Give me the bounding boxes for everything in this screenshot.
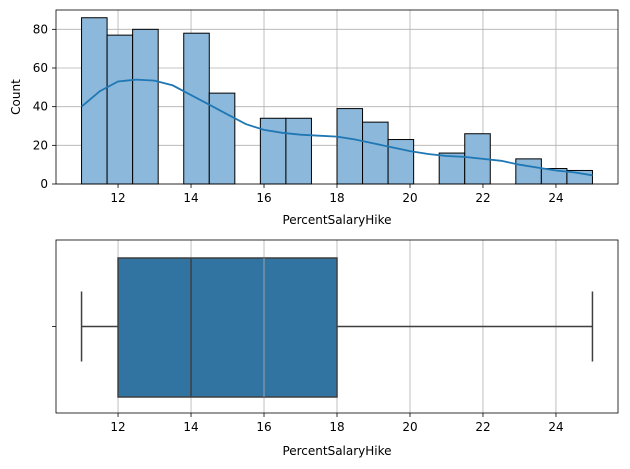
histogram-x-tick-label: 22 (475, 191, 490, 205)
boxplot-x-tick-label: 24 (548, 420, 563, 434)
boxplot-box (117, 257, 338, 398)
histogram-x-tick-label: 16 (256, 191, 271, 205)
histogram-bar (336, 108, 364, 185)
histogram-bars (81, 17, 593, 185)
histogram-bar (183, 32, 210, 185)
histogram-bar (132, 28, 159, 185)
histogram-y-tick-label: 0 (40, 177, 48, 191)
boxplot-x-tick-label: 18 (329, 420, 344, 434)
histogram-y-tick-label: 80 (33, 22, 48, 36)
histogram-x-tick-label: 14 (183, 191, 198, 205)
histogram-y-tick-label: 20 (33, 138, 48, 152)
boxplot-panel: 12 14 16 18 20 22 24 PercentSalaryHike (52, 239, 619, 458)
histogram-y-axis-label: Count (9, 79, 23, 115)
kde-line (80, 78, 593, 177)
boxplot-x-tick-label: 14 (183, 420, 198, 434)
histogram-panel: 12 14 16 18 20 22 24 0 20 40 60 80 PercentSalaryHi… (9, 9, 619, 227)
histogram-bar (81, 17, 108, 185)
histogram-bar (387, 139, 415, 185)
histogram-bar (515, 158, 542, 185)
histogram-x-tick-label: 12 (110, 191, 125, 205)
histogram-bar (259, 117, 287, 185)
histogram-bar (438, 152, 466, 185)
boxplot-x-tick-label: 20 (402, 420, 417, 434)
boxplot-x-tick-label: 12 (110, 420, 125, 434)
histogram-x-axis-label: PercentSalaryHike (282, 213, 391, 227)
boxplot-x-tick-label: 22 (475, 420, 490, 434)
histogram-x-tick-label: 18 (329, 191, 344, 205)
histogram-x-ticks: 12 14 16 18 20 22 24 (110, 184, 564, 205)
histogram-bar (106, 34, 134, 185)
boxplot-x-tick-label: 16 (256, 420, 271, 434)
histogram-bar (362, 121, 389, 185)
histogram-y-tick-label: 40 (33, 100, 48, 114)
boxplot-marks (80, 257, 594, 398)
boxplot-x-axis-label: PercentSalaryHike (282, 444, 391, 458)
histogram-y-tick-label: 60 (33, 61, 48, 75)
histogram-y-ticks: 0 20 40 60 80 (33, 22, 56, 191)
histogram-bar (285, 117, 312, 185)
histogram-x-tick-label: 20 (402, 191, 417, 205)
boxplot-x-ticks: 12 14 16 18 20 22 24 (110, 413, 564, 434)
histogram-x-tick-label: 24 (548, 191, 563, 205)
